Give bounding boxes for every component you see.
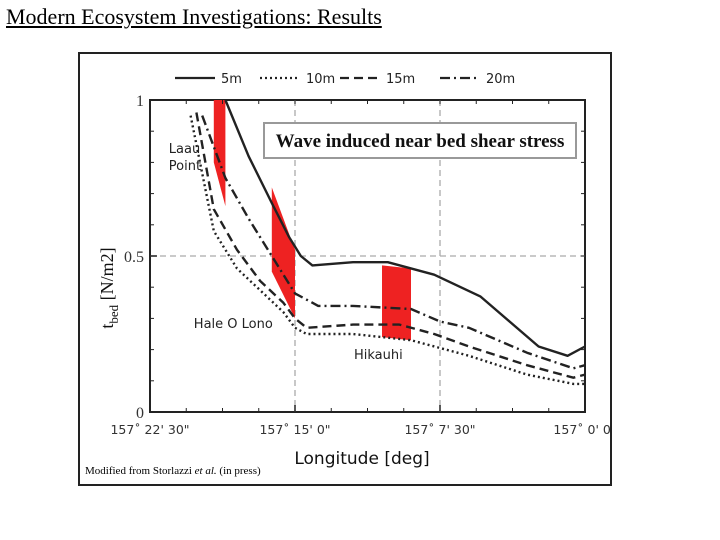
y-tick-label: 0.5 <box>124 249 144 266</box>
legend-label-15m: 15m <box>386 72 415 87</box>
site-bands <box>213 100 411 341</box>
site-labels: Laau Point Hale O Lono Hikauhi <box>169 142 403 363</box>
series-line-5m <box>224 99 586 357</box>
legend-label-5m: 5m <box>221 72 242 87</box>
series-line-20m <box>201 115 586 370</box>
y-axis-label-main: t <box>97 324 117 329</box>
chart-title: Wave induced near bed shear stress <box>276 131 565 152</box>
site-label-hale-o-lono: Hale O Lono <box>194 317 273 332</box>
site-label-hikauhi: Hikauhi <box>354 348 403 363</box>
series-line-15m <box>195 112 586 379</box>
x-tick-label: 157˚ 22' 30" <box>110 422 189 437</box>
slide-title: Modern Ecosystem Investigations: Results <box>6 4 382 29</box>
axis-ticks: 157˚ 22' 30" 157˚ 15' 0" 157˚ 7' 30" 157˚ 0… <box>110 93 610 437</box>
y-axis-label-sub: bed <box>106 304 121 323</box>
band-hale-o-lono <box>271 187 295 319</box>
site-label-laau-point: Laau Point <box>169 142 201 174</box>
legend-label-20m: 20m <box>486 72 515 87</box>
svg-text:tbed [N/m2]: tbed [N/m2] <box>97 247 121 328</box>
x-tick-label: 157˚ 7' 30" <box>404 422 475 437</box>
caption-tail: (in press) <box>216 465 261 477</box>
figure-caption: Modified from Storlazzi et al. (in press… <box>85 465 261 477</box>
figure-frame: 5m 10m 15m 20m 157˚ 22' 30" 157˚ 15' 0" 157˚ … <box>78 52 612 486</box>
series-lines <box>189 99 586 386</box>
band-laau-point <box>213 100 226 207</box>
x-tick-label: 157˚ 15' 0" <box>259 422 330 437</box>
series-line-10m <box>189 115 585 386</box>
caption-text: Modified from Storlazzi <box>85 465 195 477</box>
legend: 5m 10m 15m 20m <box>175 72 515 87</box>
x-tick-label: 157˚ 0' 0" <box>553 422 610 437</box>
x-axis-label: Longitude [deg] <box>294 449 429 469</box>
y-tick-label: 0 <box>136 405 144 422</box>
shear-stress-chart: 5m 10m 15m 20m 157˚ 22' 30" 157˚ 15' 0" 157˚ … <box>97 72 610 469</box>
chart-title-box: Wave induced near bed shear stress <box>263 122 577 159</box>
caption-italic: et al. <box>194 465 217 477</box>
y-tick-label: 1 <box>136 93 144 110</box>
y-axis-label: tbed [N/m2] <box>97 247 121 328</box>
legend-label-10m: 10m <box>306 72 335 87</box>
band-hikauhi <box>382 265 411 341</box>
y-axis-label-unit: [N/m2] <box>97 247 117 300</box>
